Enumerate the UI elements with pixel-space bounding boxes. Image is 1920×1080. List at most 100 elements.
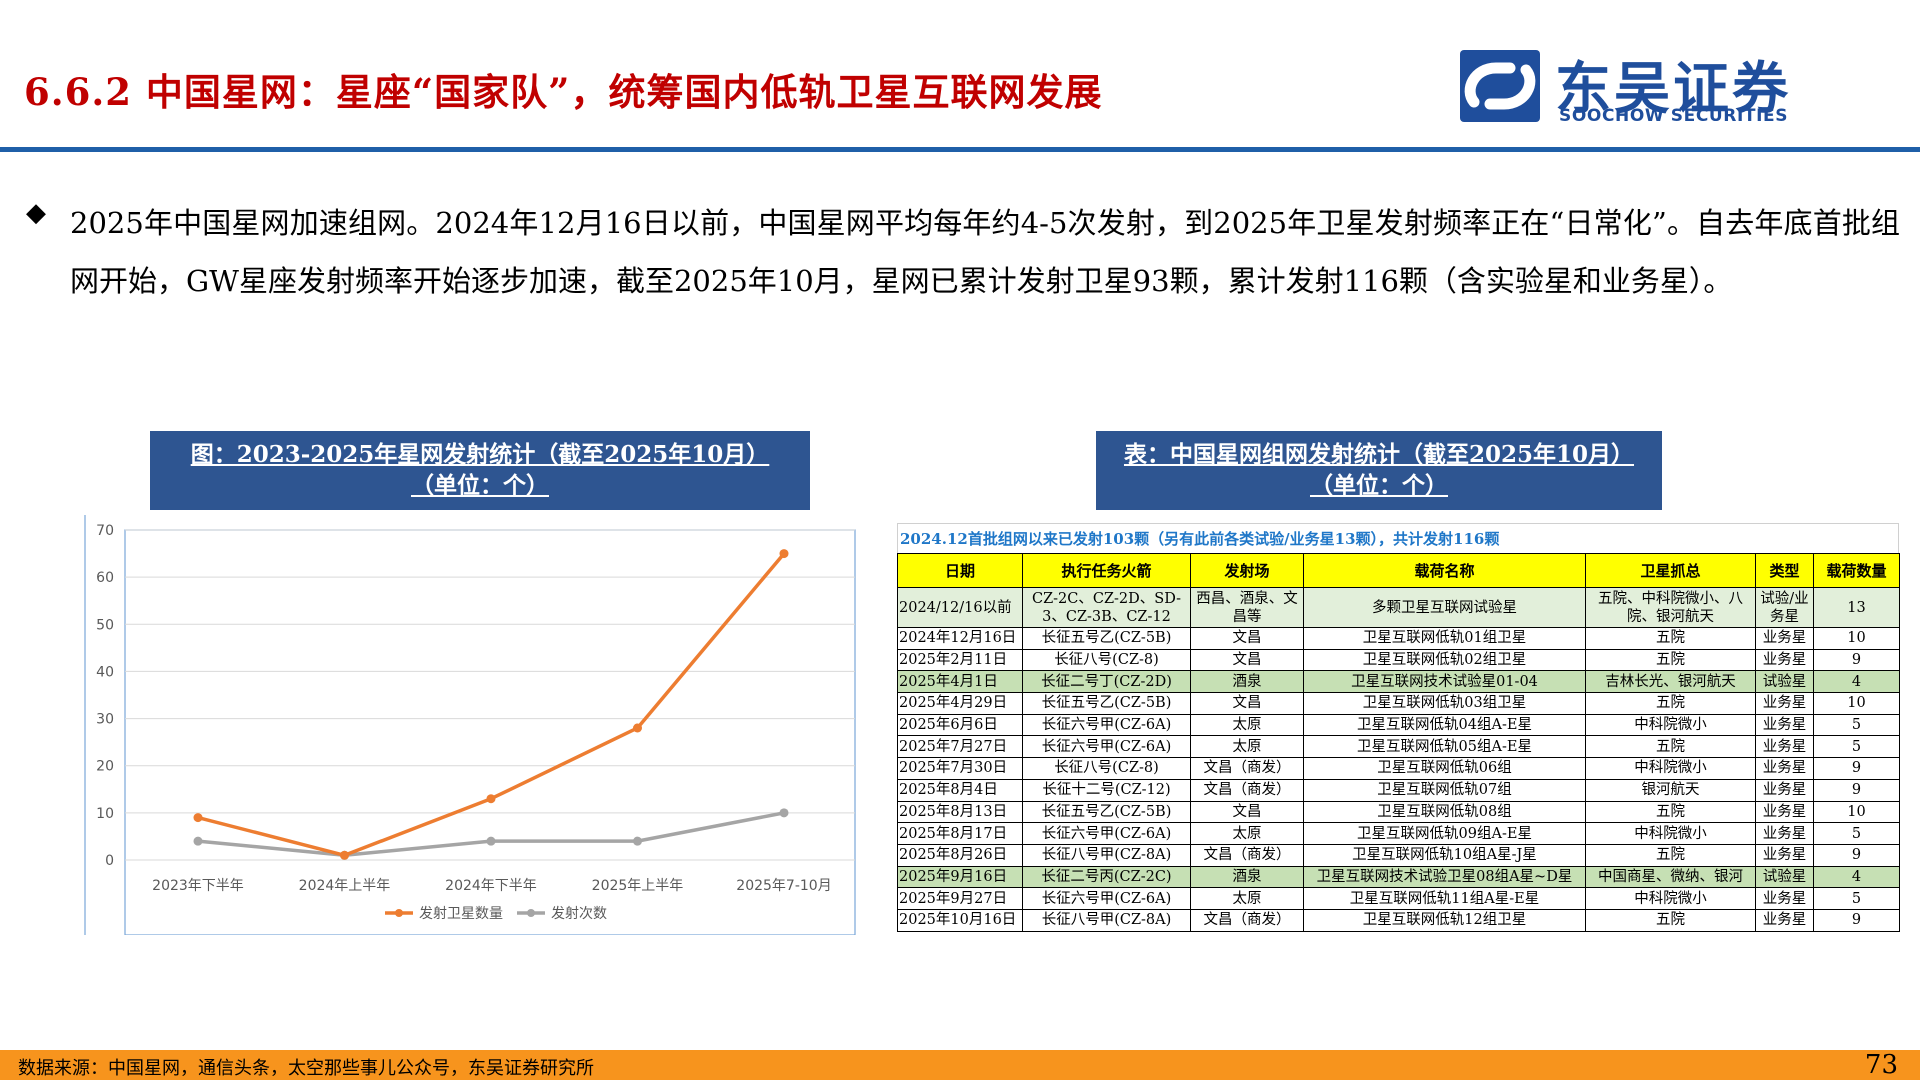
table-cell: 2025年4月29日	[897, 692, 1023, 715]
table-caption: 表：中国星网组网发射统计（截至2025年10月） （单位：个）	[1096, 431, 1662, 510]
y-tick-label: 50	[96, 617, 114, 633]
table-cell: 2025年2月11日	[897, 648, 1023, 672]
table-cell: 试验星	[1755, 670, 1814, 694]
table-header-cell: 类型	[1755, 553, 1814, 588]
table-cell: 五院	[1585, 648, 1756, 672]
table-header-row: 日期 执行任务火箭 发射场 载荷名称 卫星抓总 类型 载荷数量	[897, 553, 1900, 588]
table-cell: 卫星互联网低轨05组A-E星	[1303, 735, 1586, 759]
data-point	[193, 836, 203, 846]
x-tick-label: 2025年上半年	[592, 878, 684, 894]
table-cell: 长征六号甲(CZ-6A)	[1022, 713, 1191, 737]
header-divider	[0, 147, 1920, 152]
table-row: 2024/12/16以前 CZ-2C、CZ-2D、SD-3、CZ-3B、CZ-12…	[897, 587, 1900, 628]
table-cell: 长征二号丁(CZ-2D)	[1022, 670, 1191, 694]
table-cell: 长征八号甲(CZ-8A)	[1022, 908, 1191, 932]
table-cell: 太原	[1190, 735, 1304, 759]
legend-label: 发射次数	[551, 906, 607, 922]
table-cell: 5	[1813, 822, 1900, 845]
table-cell: 中国商星、微纳、银河	[1585, 865, 1756, 889]
table-header-cell: 载荷名称	[1303, 553, 1586, 588]
table-cell: 长征六号甲(CZ-6A)	[1022, 822, 1191, 845]
table-cell: 酒泉	[1190, 865, 1304, 889]
table-cell: 2025年9月27日	[897, 887, 1023, 910]
logo-text-cn: 东吴证券	[1555, 57, 1791, 122]
figure-caption-line1: 图：2023-2025年星网发射统计（截至2025年10月）	[190, 441, 770, 468]
table-cell: 太原	[1190, 887, 1304, 910]
table-cell: 卫星互联网低轨02组卫星	[1303, 648, 1586, 672]
table-cell: 2025年8月13日	[897, 800, 1023, 824]
table-cell: 10	[1813, 627, 1900, 650]
table-cell: 业务星	[1755, 822, 1814, 845]
table-cell: 五院	[1585, 800, 1756, 824]
table-cell: 长征八号甲(CZ-8A)	[1022, 843, 1191, 867]
data-point	[193, 813, 203, 823]
table-cell: 中科院微小	[1585, 887, 1756, 910]
table-cell: 9	[1813, 757, 1900, 780]
table-cell: 5	[1813, 735, 1900, 759]
table-cell: 五院	[1585, 692, 1756, 715]
footer-bar: 数据来源：中国星网，通信头条，太空那些事儿公众号，东吴证券研究所 73	[0, 1050, 1920, 1080]
table-cell: 2025年6月6日	[897, 713, 1023, 737]
table-cell: 文昌	[1190, 648, 1304, 672]
table-cell: 5	[1813, 887, 1900, 910]
plot-frame	[124, 529, 856, 935]
table-cell: 业务星	[1755, 908, 1814, 932]
x-tick-label: 2024年上半年	[299, 878, 391, 894]
table-cell: 9	[1813, 843, 1900, 867]
table-header-cell: 日期	[897, 553, 1023, 588]
y-tick-label: 70	[96, 523, 114, 539]
table-caption-line1: 表：中国星网组网发射统计（截至2025年10月）	[1123, 441, 1635, 468]
table-cell: 卫星互联网技术试验星01-04	[1303, 670, 1586, 694]
table-cell: 卫星互联网低轨10组A星-J星	[1303, 843, 1586, 867]
table-cell: 业务星	[1755, 843, 1814, 867]
table-cell: 卫星互联网低轨01组卫星	[1303, 627, 1586, 650]
table-cell: 2025年8月17日	[897, 822, 1023, 845]
table-cell: 卫星互联网技术试验卫星08组A星~D星	[1303, 865, 1586, 889]
table-row: 2025年9月16日 长征二号丙(CZ-2C) 酒泉 卫星互联网技术试验卫星08组A星…	[897, 865, 1900, 889]
bullet-text: 2025年中国星网加速组网。2024年12月16日以前，中国星网平均每年约4-5…	[70, 206, 1900, 298]
table-cell: 卫星互联网低轨04组A-E星	[1303, 713, 1586, 737]
table-header-cell: 执行任务火箭	[1022, 553, 1191, 588]
table-cell: 长征十二号(CZ-12)	[1022, 778, 1191, 802]
table-header-cell: 载荷数量	[1813, 553, 1900, 588]
table-cell: 中科院微小	[1585, 713, 1756, 737]
table-cell: 长征八号(CZ-8)	[1022, 648, 1191, 672]
table-row: 2025年7月30日 长征八号(CZ-8) 文昌（商发） 卫星互联网低轨06组 中科院微…	[897, 757, 1900, 780]
table-row: 2024年12月16日 长征五号乙(CZ-5B) 文昌 卫星互联网低轨01组卫星 五院业…	[897, 627, 1900, 650]
y-tick-label: 40	[96, 664, 114, 680]
table-cell: 9	[1813, 648, 1900, 672]
legend-marker	[527, 909, 535, 917]
table-cell: 西昌、酒泉、文昌等	[1190, 587, 1304, 628]
table-cell: 五院	[1585, 908, 1756, 932]
table-cell: 2024年12月16日	[897, 627, 1023, 650]
table-cell: 五院、中科院微小、八院、银河航天	[1585, 587, 1756, 628]
launch-table-wrap: 2024.12首批组网以来已发射103颗（另有此前各类试验/业务星13颗），共计…	[897, 523, 1900, 932]
table-cell: 试验星	[1755, 865, 1814, 889]
table-cell: 2025年10月16日	[897, 908, 1023, 932]
table-cell: 卫星互联网低轨11组A星-E星	[1303, 887, 1586, 910]
table-cell: 酒泉	[1190, 670, 1304, 694]
table-header-cell: 发射场	[1190, 553, 1304, 588]
table-cell: 卫星互联网低轨03组卫星	[1303, 692, 1586, 715]
diamond-bullet-icon: ◆	[26, 198, 46, 228]
table-cell: 4	[1813, 865, 1900, 889]
y-tick-label: 60	[96, 570, 114, 586]
table-cell: 长征二号丙(CZ-2C)	[1022, 865, 1191, 889]
table-cell: 2025年9月16日	[897, 865, 1023, 889]
logo-text-en: SOOCHOW SECURITIES	[1559, 106, 1789, 126]
data-point	[486, 794, 496, 804]
data-point	[340, 850, 349, 860]
table-cell: 2025年4月1日	[897, 670, 1023, 694]
table-cell: 五院	[1585, 627, 1756, 650]
table-cell: 中科院微小	[1585, 757, 1756, 780]
table-cell: 10	[1813, 800, 1900, 824]
table-cell: 长征六号甲(CZ-6A)	[1022, 735, 1191, 759]
x-tick-label: 2023年下半年	[152, 878, 244, 894]
table-cell: 4	[1813, 670, 1900, 694]
table-note: 2024.12首批组网以来已发射103颗（另有此前各类试验/业务星13颗），共计…	[897, 523, 1899, 553]
table-cell: 文昌	[1190, 800, 1304, 824]
table-cell: 卫星互联网低轨09组A-E星	[1303, 822, 1586, 845]
table-cell: 文昌（商发）	[1190, 778, 1304, 802]
data-point	[633, 723, 642, 733]
table-cell: 文昌（商发）	[1190, 908, 1304, 932]
